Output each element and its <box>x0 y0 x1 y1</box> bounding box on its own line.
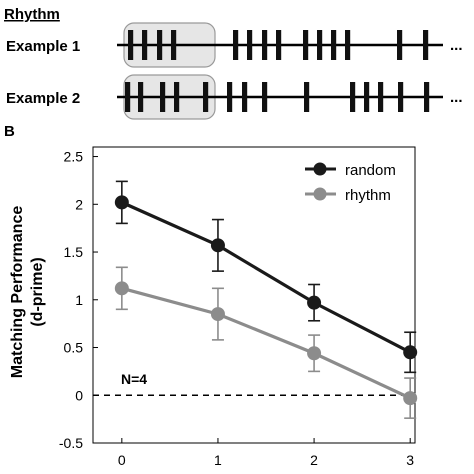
pulse-mark <box>174 82 180 112</box>
y-axis: -0.5 0 0.5 1 1.5 2 2.5 <box>59 149 98 451</box>
x-tick-label: 0 <box>118 452 126 468</box>
panel-b-label: B <box>4 123 15 140</box>
legend-marker-random <box>313 162 327 176</box>
data-point-random <box>307 295 322 310</box>
pulse-mark <box>262 30 268 60</box>
pulse-mark <box>378 82 384 112</box>
x-tick-label: 2 <box>310 452 318 468</box>
panel-a-title: Rhythm <box>4 6 60 23</box>
pulse-mark <box>397 30 403 60</box>
series-line-rhythm <box>121 286 411 400</box>
pulse-mark <box>171 30 177 60</box>
pulse-mark <box>303 30 309 60</box>
series-rhythm <box>114 266 418 419</box>
pulse-mark <box>317 30 323 60</box>
pulse-mark <box>128 30 134 60</box>
series-layer <box>114 180 418 419</box>
series-line-random <box>121 200 411 354</box>
y-tick-label: 0 <box>75 387 83 403</box>
pulse-mark <box>157 30 163 60</box>
y-tick-label: 1 <box>75 292 83 308</box>
y-tick-label: 2 <box>75 196 83 212</box>
data-point-rhythm <box>210 307 225 322</box>
example-label: Example 1 <box>6 38 80 55</box>
legend-label-rhythm: rhythm <box>345 187 391 204</box>
x-tick-label: 1 <box>214 452 222 468</box>
pulse-mark <box>142 30 148 60</box>
data-point-random <box>210 238 225 253</box>
series-random <box>114 180 418 374</box>
x-axis: 0 1 2 3 <box>118 438 414 468</box>
example-label: Example 2 <box>6 90 80 107</box>
y-axis-label-line2: (d-prime) <box>29 257 46 326</box>
pulse-mark <box>233 30 239 60</box>
pulse-mark <box>227 82 233 112</box>
y-tick-label: -0.5 <box>59 435 83 451</box>
pulse-mark <box>138 82 144 112</box>
pulse-mark <box>424 82 430 112</box>
rhythm-rows: Example 1 ... Example 2... <box>6 22 463 120</box>
pulse-mark <box>276 30 282 60</box>
y-axis-label-line1: Matching Performance <box>9 206 26 379</box>
pulse-mark <box>203 82 209 112</box>
pulse-mark <box>423 30 429 60</box>
data-point-rhythm <box>403 391 418 406</box>
x-tick-label: 3 <box>406 452 414 468</box>
y-tick-label: 0.5 <box>64 340 84 356</box>
legend: random rhythm <box>305 162 396 204</box>
pulse-mark <box>331 30 337 60</box>
y-tick-label: 1.5 <box>64 244 84 260</box>
y-tick-label: 2.5 <box>64 149 84 165</box>
pulse-mark <box>247 30 253 60</box>
pulse-mark <box>364 82 370 112</box>
ellipsis: ... <box>450 89 463 106</box>
legend-marker-rhythm <box>313 187 327 201</box>
legend-label-random: random <box>345 162 396 179</box>
pulse-mark <box>262 82 268 112</box>
data-point-rhythm <box>307 346 322 361</box>
pulse-mark <box>242 82 248 112</box>
plot-frame <box>92 146 416 444</box>
pulse-mark <box>160 82 166 112</box>
pulse-mark <box>345 30 351 60</box>
pulse-mark <box>125 82 131 112</box>
data-point-random <box>114 195 129 210</box>
pulse-mark <box>350 82 356 112</box>
sample-size-annotation: N=4 <box>121 371 147 387</box>
data-point-rhythm <box>114 281 129 296</box>
ellipsis: ... <box>450 37 463 54</box>
data-point-random <box>403 345 418 360</box>
pulse-mark <box>304 82 310 112</box>
pulse-mark <box>398 82 404 112</box>
